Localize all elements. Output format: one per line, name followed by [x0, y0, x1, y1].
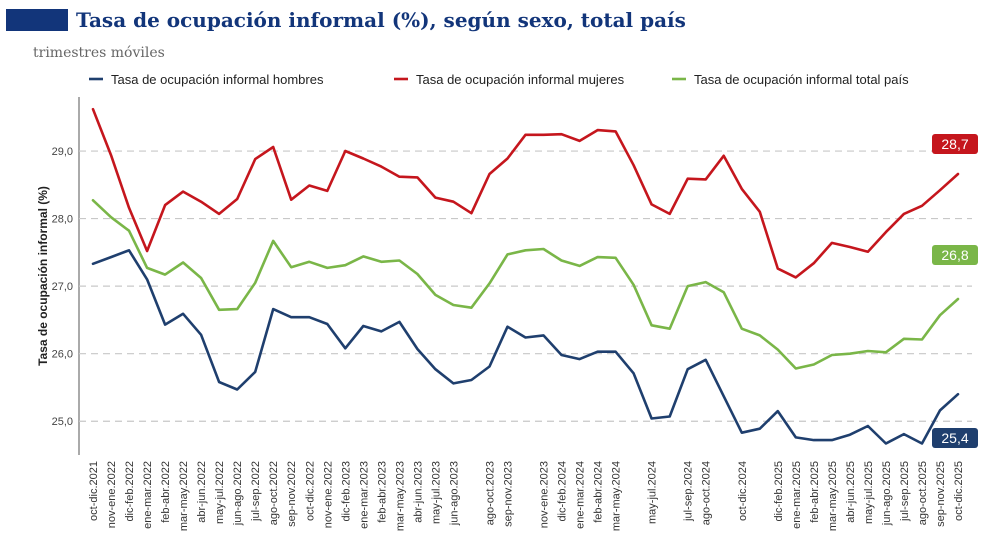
- y-tick-label: 26,0: [52, 349, 73, 361]
- x-tick-label: may-jul.2025: [863, 461, 875, 524]
- x-tick-label: nov-ene.2023: [539, 461, 551, 528]
- x-tick-label: jul-sep.2024: [683, 461, 695, 522]
- x-tick-label: ago-oct.2024: [701, 461, 713, 525]
- series-line-1: [91, 107, 960, 279]
- y-tick-label: 28,0: [52, 214, 73, 226]
- end-label-box-2: [932, 245, 978, 265]
- x-tick-label: abr-jun.2025: [845, 461, 857, 523]
- x-tick-label: sep-nov.2025: [935, 461, 947, 527]
- x-tick-label: mar-may.2025: [827, 461, 839, 531]
- series-line-2: [91, 199, 960, 370]
- legend-label-1: Tasa de ocupación informal mujeres: [416, 72, 625, 87]
- x-tick-label: dic-feb.2025: [773, 461, 785, 522]
- end-label-box-1: [932, 134, 978, 154]
- x-tick-label: dic-feb.2023: [340, 461, 352, 522]
- x-tick-label: sep-nov.2023: [502, 461, 514, 527]
- y-axis-label: Tasa de ocupación informal (%): [36, 186, 50, 366]
- end-label-2: 26,8: [941, 247, 968, 263]
- x-tick-label: nov-ene.2022: [106, 461, 118, 528]
- x-tick-label: abr-jun.2023: [412, 461, 424, 523]
- legend-label-0: Tasa de ocupación informal hombres: [111, 72, 324, 87]
- x-tick-label: ago-oct.2023: [484, 461, 496, 525]
- x-tick-label: may-jul.2024: [647, 461, 659, 524]
- end-label-box-0: [932, 428, 978, 448]
- x-tick-label: abr-jun.2022: [196, 461, 208, 523]
- x-tick-label: mar-may.2023: [394, 461, 406, 531]
- x-tick-label: feb-abr.2022: [160, 461, 172, 523]
- chart-title: Tasa de ocupación informal (%), según se…: [76, 8, 686, 32]
- x-tick-label: oct-dic.2022: [304, 461, 316, 521]
- x-tick-label: ene-mar.2023: [358, 461, 370, 529]
- x-tick-label: ene-mar.2025: [791, 461, 803, 529]
- x-tick-label: jun-ago.2022: [232, 461, 244, 526]
- x-tick-label: jun-ago.2025: [881, 461, 893, 526]
- y-tick-label: 25,0: [52, 416, 73, 428]
- x-tick-label: jul-sep.2022: [250, 461, 262, 522]
- x-tick-label: feb-abr.2025: [809, 461, 821, 523]
- y-tick-label: 27,0: [52, 281, 73, 293]
- end-label-0: 25,4: [941, 430, 968, 446]
- x-tick-label: dic-feb.2024: [557, 461, 569, 522]
- x-tick-label: ago-oct.2022: [268, 461, 280, 525]
- x-tick-label: oct-dic.2025: [953, 461, 965, 521]
- x-tick-label: ago-oct.2025: [917, 461, 929, 525]
- legend-label-2: Tasa de ocupación informal total país: [694, 72, 909, 87]
- x-tick-label: nov-ene.2022: [322, 461, 334, 528]
- title-accent-square: [6, 9, 68, 31]
- x-tick-label: jun-ago.2023: [448, 461, 460, 526]
- x-tick-label: may-jul.2023: [430, 461, 442, 524]
- x-tick-label: may-jul.2022: [214, 461, 226, 524]
- end-label-1: 28,7: [941, 136, 968, 152]
- x-tick-label: dic-feb.2022: [124, 461, 136, 522]
- y-tick-label: 29,0: [52, 146, 73, 158]
- x-tick-label: jul-sep.2025: [899, 461, 911, 522]
- title-block: Tasa de ocupación informal (%), según se…: [6, 8, 686, 32]
- x-tick-label: oct-dic.2021: [88, 461, 100, 521]
- series-line-0: [91, 249, 960, 445]
- x-tick-label: sep-nov.2022: [286, 461, 298, 527]
- x-tick-label: mar-may.2022: [178, 461, 190, 531]
- x-tick-label: ene-mar.2024: [575, 461, 587, 529]
- x-tick-label: feb-abr.2024: [593, 461, 605, 523]
- x-tick-label: feb-abr.2023: [376, 461, 388, 523]
- x-tick-label: ene-mar.2022: [142, 461, 154, 529]
- chart-subtitle: trimestres móviles: [33, 45, 165, 61]
- x-tick-label: mar-may.2024: [611, 461, 623, 531]
- x-tick-label: oct-dic.2024: [737, 461, 749, 521]
